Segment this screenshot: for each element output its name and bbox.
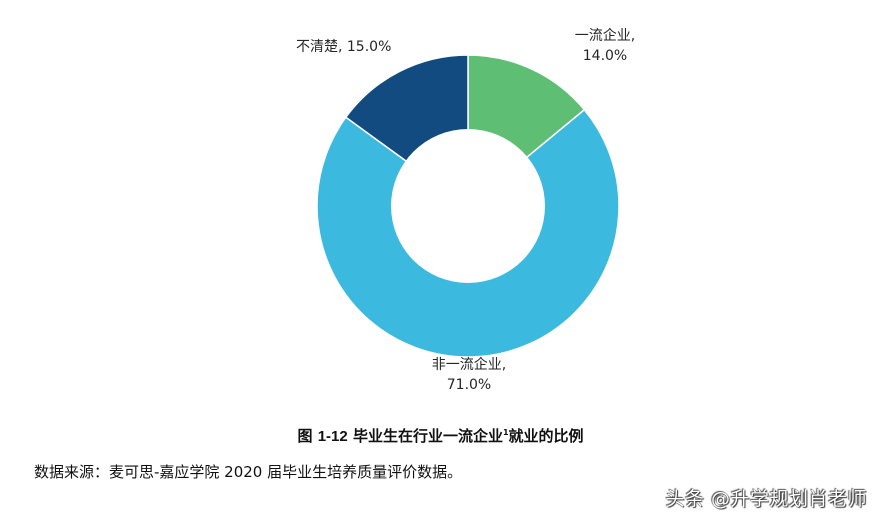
label-non-first-tier: 非一流企业, 71.0% xyxy=(414,355,524,395)
donut-hole xyxy=(391,129,545,283)
label-first-tier: 一流企业, 14.0% xyxy=(560,26,650,66)
label-non-first-tier-name: 非一流企业, xyxy=(431,357,507,373)
label-unclear: 不清楚, 15.0% xyxy=(296,37,391,57)
watermark: 头条 @升学规划肖老师 xyxy=(665,488,867,510)
figure-caption-text: 毕业生在行业一流企业1就业的比例 xyxy=(352,427,584,445)
data-source-note: 数据来源：麦可思-嘉应学院 2020 届毕业生培养质量评价数据。 xyxy=(34,463,463,481)
footnote-mark: 1 xyxy=(502,428,509,437)
label-unclear-text: 不清楚, 15.0% xyxy=(296,39,392,55)
figure-caption: 图 1-12 毕业生在行业一流企业1就业的比例 xyxy=(0,425,881,446)
label-non-first-tier-value: 71.0% xyxy=(446,377,492,393)
figure-number: 1-12 xyxy=(317,428,348,445)
label-first-tier-name: 一流企业, xyxy=(574,28,636,44)
label-first-tier-value: 14.0% xyxy=(582,48,628,64)
figure-prefix: 图 xyxy=(297,427,313,445)
